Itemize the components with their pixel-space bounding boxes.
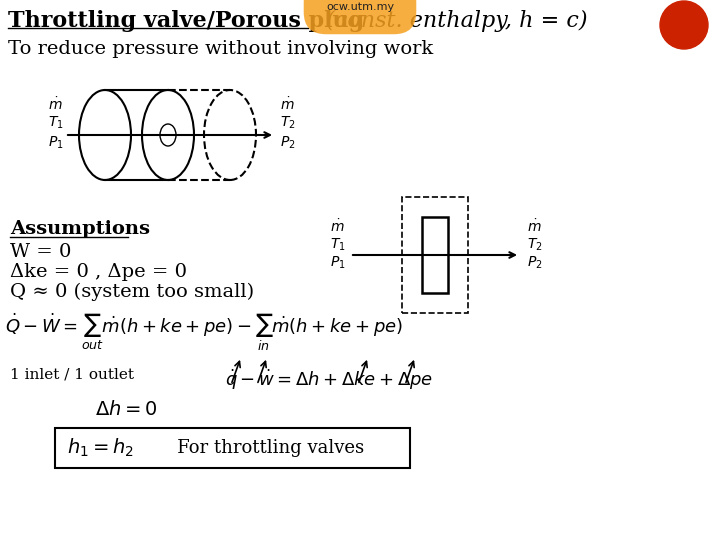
Text: $P_1$: $P_1$ [48, 135, 63, 151]
Text: 1 inlet / 1 outlet: 1 inlet / 1 outlet [10, 368, 134, 382]
Circle shape [660, 1, 708, 49]
Text: UTM: UTM [668, 18, 700, 31]
Text: $\dot{m}$: $\dot{m}$ [330, 219, 345, 235]
Text: To reduce pressure without involving work: To reduce pressure without involving wor… [8, 40, 433, 58]
Text: Throttling valve/Porous plug: Throttling valve/Porous plug [8, 10, 364, 32]
Text: $\dot{m}$: $\dot{m}$ [280, 97, 294, 113]
Bar [55, 428, 410, 468]
Text: $\dot{m}$: $\dot{m}$ [527, 219, 541, 235]
Text: Assumptions: Assumptions [10, 220, 150, 238]
Text: $T_2$: $T_2$ [280, 115, 296, 131]
Text: (const. enthalpy, h = c): (const. enthalpy, h = c) [312, 10, 588, 32]
Text: $T_1$: $T_1$ [48, 115, 64, 131]
Text: $\dot{q} - \dot{w} = \Delta h + \Delta ke + \Delta pe$: $\dot{q} - \dot{w} = \Delta h + \Delta k… [225, 368, 433, 392]
Text: $P_2$: $P_2$ [527, 255, 543, 271]
Bar [422, 217, 448, 293]
Text: W = 0: W = 0 [10, 243, 71, 261]
Text: $P_1$: $P_1$ [330, 255, 346, 271]
Text: $\dot{Q} - \dot{W} = \sum_{out} \dot{m}(h + ke + pe) - \sum_{in} \dot{m}(h + ke : $\dot{Q} - \dot{W} = \sum_{out} \dot{m}(… [5, 312, 403, 354]
Text: ocw.utm.my: ocw.utm.my [326, 2, 394, 12]
Text: $\Delta h = 0$: $\Delta h = 0$ [95, 400, 158, 419]
Text: $h_1 = h_2$: $h_1 = h_2$ [67, 437, 134, 459]
Bar [402, 197, 468, 313]
Text: Δke = 0 , Δpe = 0: Δke = 0 , Δpe = 0 [10, 263, 187, 281]
Text: $T_2$: $T_2$ [527, 237, 543, 253]
Text: $\dot{m}$: $\dot{m}$ [48, 97, 63, 113]
Text: For throttling valves: For throttling valves [160, 439, 364, 457]
Text: $T_1$: $T_1$ [330, 237, 346, 253]
Text: Q ≈ 0 (system too small): Q ≈ 0 (system too small) [10, 283, 254, 301]
Text: $P_2$: $P_2$ [280, 135, 296, 151]
